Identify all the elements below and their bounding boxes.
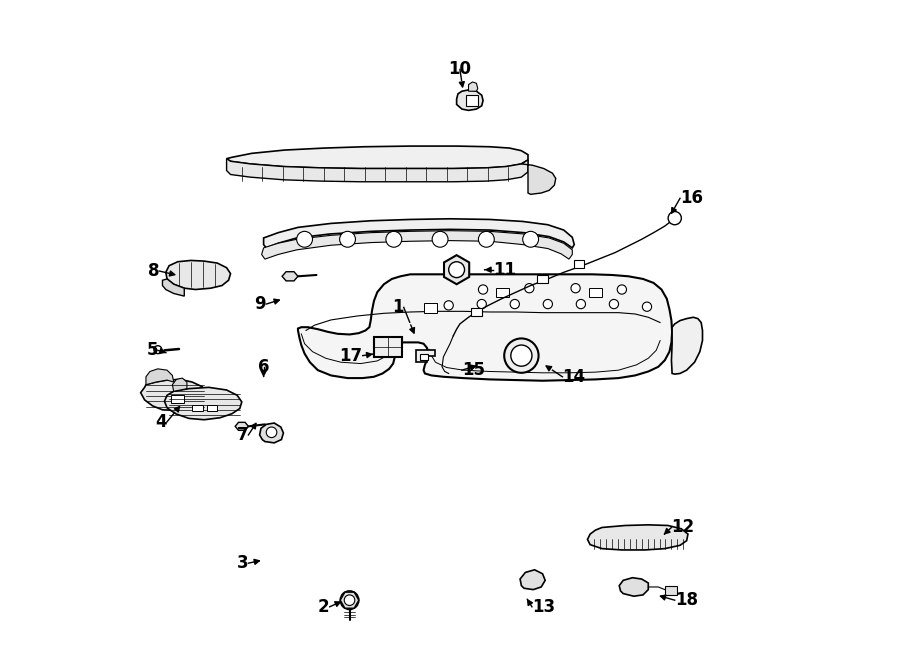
- Polygon shape: [140, 379, 207, 410]
- Bar: [516, 345, 526, 358]
- Bar: [466, 95, 478, 106]
- Polygon shape: [298, 274, 672, 381]
- Polygon shape: [163, 279, 184, 296]
- Polygon shape: [456, 90, 483, 110]
- Polygon shape: [146, 369, 174, 385]
- Polygon shape: [469, 82, 478, 91]
- Bar: [374, 337, 401, 357]
- Bar: [496, 288, 509, 297]
- Circle shape: [386, 231, 401, 247]
- Text: 4: 4: [156, 412, 167, 431]
- Circle shape: [510, 299, 519, 309]
- Text: 16: 16: [680, 189, 703, 208]
- Circle shape: [523, 231, 538, 247]
- Bar: [589, 288, 602, 297]
- Circle shape: [571, 284, 580, 293]
- Circle shape: [576, 299, 586, 309]
- Bar: [472, 308, 482, 316]
- Bar: [419, 354, 428, 360]
- Text: 10: 10: [448, 60, 472, 79]
- Bar: [193, 405, 202, 411]
- Bar: [207, 405, 217, 411]
- Text: 5: 5: [147, 341, 158, 360]
- Polygon shape: [166, 260, 230, 290]
- Circle shape: [339, 231, 356, 247]
- Polygon shape: [264, 219, 574, 248]
- Circle shape: [525, 284, 534, 293]
- Text: 8: 8: [148, 262, 159, 280]
- Polygon shape: [588, 525, 688, 550]
- Polygon shape: [520, 570, 545, 590]
- Text: 2: 2: [318, 598, 329, 616]
- Circle shape: [511, 345, 532, 366]
- Polygon shape: [262, 231, 572, 259]
- Text: 11: 11: [493, 260, 516, 279]
- Bar: [665, 586, 678, 595]
- Polygon shape: [340, 592, 359, 608]
- Circle shape: [340, 591, 359, 609]
- Circle shape: [444, 301, 454, 310]
- Polygon shape: [227, 159, 528, 182]
- Circle shape: [344, 595, 355, 605]
- Circle shape: [643, 302, 652, 311]
- Circle shape: [432, 231, 448, 247]
- Text: 17: 17: [339, 346, 363, 365]
- Circle shape: [479, 231, 494, 247]
- Circle shape: [477, 299, 486, 309]
- Circle shape: [668, 212, 681, 225]
- Text: 9: 9: [255, 295, 266, 313]
- Bar: [171, 395, 184, 403]
- Polygon shape: [235, 422, 248, 430]
- Polygon shape: [173, 378, 187, 391]
- Polygon shape: [619, 578, 648, 596]
- Polygon shape: [671, 317, 703, 374]
- Text: 14: 14: [562, 368, 586, 386]
- Text: 6: 6: [257, 358, 269, 376]
- Polygon shape: [227, 146, 528, 169]
- Circle shape: [297, 231, 312, 247]
- Polygon shape: [259, 423, 284, 443]
- Circle shape: [266, 427, 277, 438]
- Bar: [573, 260, 584, 268]
- Circle shape: [609, 299, 618, 309]
- Polygon shape: [282, 272, 298, 281]
- Circle shape: [617, 285, 626, 294]
- Circle shape: [544, 299, 553, 309]
- Text: 7: 7: [237, 426, 248, 444]
- Text: 15: 15: [462, 361, 485, 379]
- Polygon shape: [165, 387, 242, 420]
- Bar: [424, 303, 436, 313]
- Circle shape: [449, 262, 464, 278]
- Polygon shape: [444, 255, 469, 284]
- Bar: [537, 275, 548, 283]
- Circle shape: [154, 346, 162, 354]
- Polygon shape: [521, 160, 556, 194]
- Text: 13: 13: [532, 598, 555, 616]
- Polygon shape: [416, 350, 436, 362]
- Text: 18: 18: [675, 591, 698, 609]
- Circle shape: [504, 338, 538, 373]
- Text: 1: 1: [392, 298, 404, 317]
- Circle shape: [479, 285, 488, 294]
- Text: 12: 12: [671, 518, 695, 537]
- Text: 3: 3: [237, 554, 248, 572]
